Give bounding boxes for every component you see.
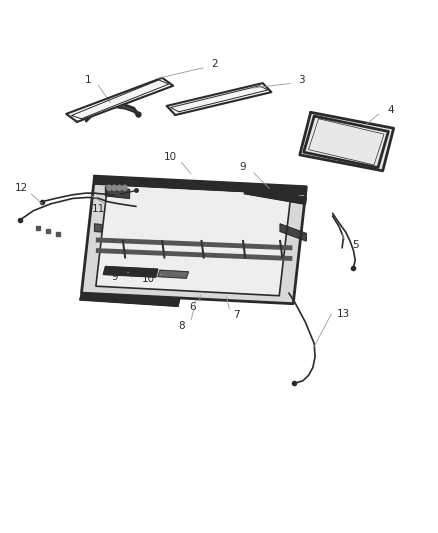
Polygon shape bbox=[106, 187, 130, 198]
Text: 12: 12 bbox=[15, 183, 28, 193]
Polygon shape bbox=[280, 224, 306, 241]
Text: 10: 10 bbox=[142, 274, 155, 284]
Text: 9: 9 bbox=[240, 162, 246, 172]
Polygon shape bbox=[80, 293, 180, 306]
Text: 10: 10 bbox=[163, 152, 177, 162]
Text: 11: 11 bbox=[92, 204, 106, 214]
Text: 5: 5 bbox=[352, 240, 359, 250]
Polygon shape bbox=[95, 176, 306, 195]
Circle shape bbox=[112, 185, 117, 190]
Text: 13: 13 bbox=[337, 309, 350, 319]
Text: 3: 3 bbox=[299, 76, 305, 85]
Polygon shape bbox=[81, 176, 306, 304]
Text: 8: 8 bbox=[179, 321, 185, 331]
Text: 1: 1 bbox=[85, 76, 92, 85]
Polygon shape bbox=[103, 266, 158, 277]
Circle shape bbox=[123, 185, 127, 190]
Polygon shape bbox=[244, 187, 306, 204]
Text: 2: 2 bbox=[211, 60, 218, 69]
Polygon shape bbox=[95, 224, 101, 232]
Text: 7: 7 bbox=[233, 310, 240, 320]
Circle shape bbox=[117, 185, 122, 190]
Polygon shape bbox=[66, 78, 173, 122]
Polygon shape bbox=[96, 184, 291, 296]
Text: 6: 6 bbox=[190, 302, 196, 312]
Polygon shape bbox=[158, 270, 188, 278]
Text: 4: 4 bbox=[387, 104, 394, 115]
Text: 9: 9 bbox=[112, 272, 118, 281]
Polygon shape bbox=[166, 83, 272, 115]
Circle shape bbox=[107, 185, 111, 190]
Polygon shape bbox=[300, 112, 394, 171]
